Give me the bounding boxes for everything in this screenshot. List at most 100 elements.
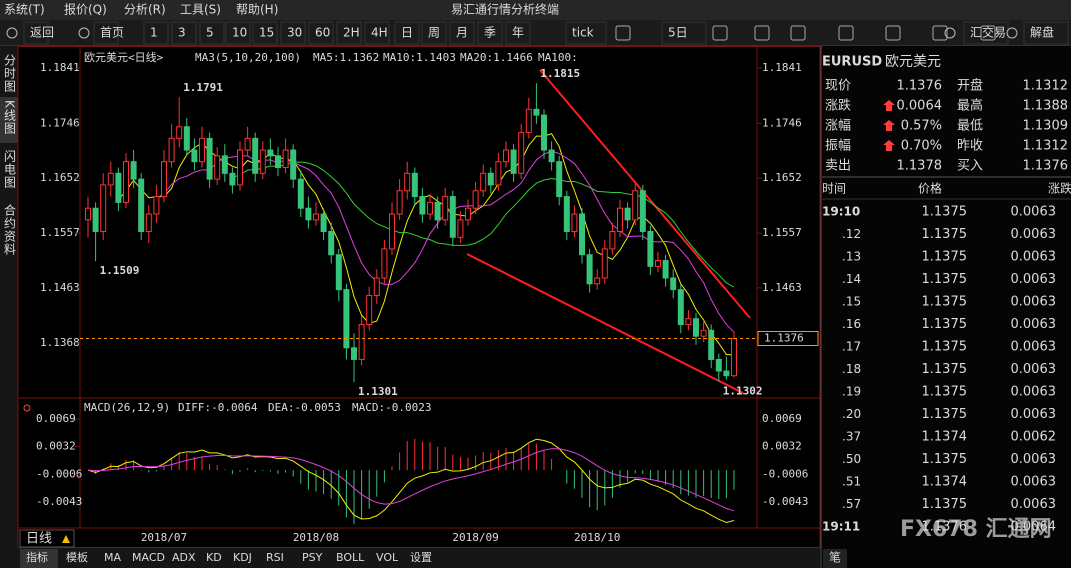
toolbar-button[interactable]: [477, 21, 503, 45]
toolbar-button[interactable]: [280, 21, 306, 45]
toolbar-label[interactable]: 4H: [371, 26, 388, 40]
toolbar-button[interactable]: [421, 21, 447, 45]
bottom-tab[interactable]: BOLL: [336, 551, 365, 564]
candle-body: [685, 318, 692, 326]
macd-tick-label: -0.0043: [36, 495, 82, 508]
toolbar-label[interactable]: 季: [484, 26, 496, 40]
period-label[interactable]: 日线: [26, 532, 52, 547]
bottom-tab[interactable]: 模板: [66, 550, 88, 564]
toolbar-label[interactable]: 月: [456, 26, 468, 40]
toolbar-label[interactable]: 周: [428, 26, 440, 40]
toolbar-label[interactable]: 10: [232, 26, 247, 40]
menu-item[interactable]: 分析(R): [124, 3, 166, 17]
bottom-tab[interactable]: 设置: [410, 551, 432, 564]
toolbar-icon[interactable]: [838, 25, 854, 41]
tick-change: 0.0064: [1011, 520, 1057, 535]
bottom-tab[interactable]: VOL: [376, 551, 399, 564]
toolbar-button[interactable]: [364, 21, 390, 45]
toolbar-icon[interactable]: [6, 27, 18, 39]
toolbar-label[interactable]: 60: [315, 26, 330, 40]
toolbar-button[interactable]: [93, 21, 119, 45]
toolbar-icon[interactable]: [980, 25, 996, 41]
toolbar-button[interactable]: [565, 21, 607, 45]
toolbar-label[interactable]: 5: [206, 26, 214, 40]
candle-body: [548, 149, 555, 163]
candle-body: [358, 324, 365, 360]
quote-label: 振幅: [825, 139, 851, 154]
sidebar-tab[interactable]: 合约资料: [3, 203, 17, 256]
toolbar-button[interactable]: [225, 21, 251, 45]
bottom-tab[interactable]: KD: [206, 551, 222, 564]
toolbar-label[interactable]: 30: [287, 26, 302, 40]
pen-tab[interactable]: 笔: [829, 550, 841, 565]
toolbar-button[interactable]: [449, 21, 475, 45]
menu-item[interactable]: 工具(S): [180, 3, 221, 17]
candle-body: [434, 201, 441, 221]
candle-body: [335, 254, 342, 291]
indicator-label: MA3(5,10,20,100): [195, 51, 301, 64]
toolbar-button[interactable]: [171, 21, 197, 45]
candle-body: [297, 178, 304, 209]
period-arrow[interactable]: [62, 535, 70, 543]
toolbar-icon[interactable]: [615, 25, 631, 41]
candle-body: [229, 172, 236, 186]
toolbar-label[interactable]: 汇交易: [970, 25, 1006, 40]
candle-body: [670, 277, 677, 291]
sidebar-tab[interactable]: K线图: [3, 100, 17, 135]
toolbar-label[interactable]: 2H: [343, 26, 360, 40]
toolbar-button[interactable]: [336, 21, 362, 45]
toolbar-button[interactable]: [23, 21, 49, 45]
toolbar-label[interactable]: 15: [259, 26, 274, 40]
macd-tick-label: 0.0032: [36, 440, 76, 453]
bottom-tab[interactable]: MACD: [132, 551, 165, 564]
bottom-tab[interactable]: MA: [104, 551, 121, 564]
pen-tab-box[interactable]: [823, 549, 847, 568]
toolbar-label[interactable]: 3: [178, 26, 186, 40]
toolbar-label[interactable]: 日: [401, 26, 413, 40]
toolbar-label[interactable]: 返回: [30, 26, 54, 40]
toolbar-label[interactable]: tick: [572, 26, 594, 40]
tick-price: 1.1375: [922, 205, 968, 220]
toolbar-icon[interactable]: [78, 27, 90, 39]
bottom-tab[interactable]: ADX: [172, 551, 196, 564]
sidebar-tab[interactable]: 闪电图: [3, 150, 17, 189]
list-header: 时间: [822, 182, 846, 196]
menu-item[interactable]: 帮助(H): [236, 3, 278, 17]
toolbar-label[interactable]: 1: [150, 26, 158, 40]
period-box[interactable]: [19, 529, 75, 548]
toolbar-button[interactable]: [252, 21, 278, 45]
menu-item[interactable]: 系统(T): [4, 3, 45, 17]
sidebar-tab[interactable]: 分时图: [3, 54, 17, 93]
toolbar-button[interactable]: [308, 21, 334, 45]
toolbar-icon[interactable]: [944, 27, 956, 39]
bottom-tab[interactable]: KDJ: [233, 551, 252, 564]
toolbar-button[interactable]: [963, 21, 1009, 45]
toolbar-label[interactable]: 年: [512, 26, 524, 40]
toolbar-icon[interactable]: [754, 25, 770, 41]
candle-body: [221, 155, 228, 174]
macd-tick-label-right: -0.0043: [762, 495, 808, 508]
toolbar-button[interactable]: [199, 21, 225, 45]
tab-active: [20, 549, 58, 568]
toolbar-button[interactable]: [143, 21, 169, 45]
toolbar-label[interactable]: 5日: [668, 26, 688, 40]
toolbar-button[interactable]: [505, 21, 531, 45]
toolbar-icon[interactable]: [885, 25, 901, 41]
menu-item[interactable]: 报价(Q): [64, 2, 107, 17]
toolbar-button[interactable]: [661, 21, 707, 45]
toolbar-button[interactable]: [394, 21, 420, 45]
toolbar-icon[interactable]: [932, 25, 948, 41]
high-annotation: 1.1815: [540, 67, 580, 80]
toolbar-icon[interactable]: [790, 25, 806, 41]
toolbar-icon[interactable]: [1006, 27, 1018, 39]
bottom-tab[interactable]: RSI: [266, 551, 284, 564]
toolbar-label[interactable]: 首页: [100, 26, 124, 40]
candle-body: [130, 161, 137, 180]
toolbar-button[interactable]: [1023, 21, 1069, 45]
candle-body: [693, 318, 699, 337]
toolbar-icon[interactable]: [712, 25, 728, 41]
bottom-tab[interactable]: 指标: [26, 550, 48, 564]
candle-body: [411, 172, 418, 198]
bottom-tab[interactable]: PSY: [302, 551, 323, 564]
toolbar-label[interactable]: 解盘: [1030, 25, 1054, 40]
